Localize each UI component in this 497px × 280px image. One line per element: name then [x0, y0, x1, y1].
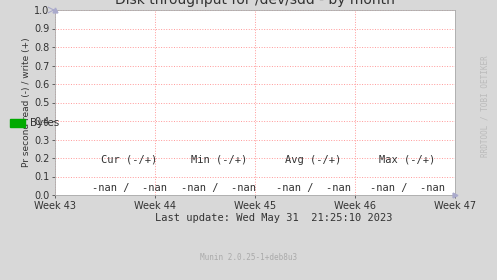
Text: -nan /  -nan: -nan / -nan [276, 183, 350, 193]
Text: Avg (-/+): Avg (-/+) [285, 155, 341, 165]
Text: Min (-/+): Min (-/+) [190, 155, 247, 165]
Text: Cur (-/+): Cur (-/+) [101, 155, 158, 165]
Title: Disk throughput for /dev/sdd - by month: Disk throughput for /dev/sdd - by month [115, 0, 395, 8]
Text: Last update: Wed May 31  21:25:10 2023: Last update: Wed May 31 21:25:10 2023 [155, 213, 392, 223]
Text: Max (-/+): Max (-/+) [379, 155, 436, 165]
Text: RRDTOOL / TOBI OETIKER: RRDTOOL / TOBI OETIKER [481, 55, 490, 157]
Text: Munin 2.0.25-1+deb8u3: Munin 2.0.25-1+deb8u3 [200, 253, 297, 262]
Y-axis label: Pr second read (-) / write (+): Pr second read (-) / write (+) [22, 38, 31, 167]
Text: -nan /  -nan: -nan / -nan [370, 183, 445, 193]
Text: -nan /  -nan: -nan / -nan [181, 183, 256, 193]
Text: Bytes: Bytes [30, 118, 59, 128]
Text: -nan /  -nan: -nan / -nan [92, 183, 166, 193]
